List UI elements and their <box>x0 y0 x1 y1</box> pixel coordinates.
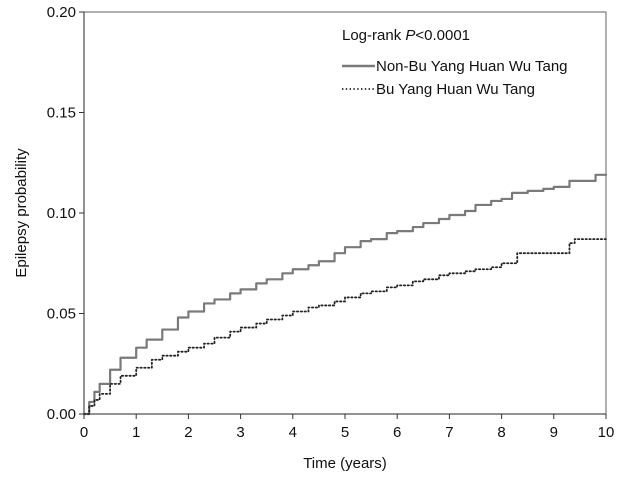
y-tick-label: 0.05 <box>47 306 76 323</box>
x-tick-label: 5 <box>341 424 349 441</box>
x-tick-label: 1 <box>132 424 140 441</box>
x-tick-label: 0 <box>80 424 88 441</box>
legend-label-non-bu-yang-huan-wu-tang: Non-Bu Yang Huan Wu Tang <box>376 58 568 75</box>
y-tick-label: 0.00 <box>47 406 76 423</box>
x-tick-label: 10 <box>598 424 615 441</box>
logrank-prefix: Log-rank <box>342 27 405 44</box>
x-tick-label: 7 <box>445 424 453 441</box>
logrank-suffix: <0.0001 <box>415 27 470 44</box>
x-axis-title: Time (years) <box>303 455 387 472</box>
legend-block: Log-rank P<0.0001 Non-Bu Yang Huan Wu Ta… <box>342 27 568 98</box>
x-tick-label: 9 <box>550 424 558 441</box>
series-line-bu-yang-huan-wu-tang <box>83 238 607 415</box>
y-ticks-group: 0.00 0.05 0.10 0.15 0.20 <box>47 4 84 423</box>
y-tick-label: 0.15 <box>47 105 76 122</box>
x-tick-label: 3 <box>236 424 244 441</box>
logrank-annotation: Log-rank P<0.0001 <box>342 27 470 44</box>
series-lines-group <box>82 173 608 416</box>
x-tick-label: 2 <box>184 424 192 441</box>
x-tick-label: 6 <box>393 424 401 441</box>
x-tick-label: 4 <box>289 424 297 441</box>
x-ticks-group: 0 1 2 3 4 5 6 7 8 9 10 <box>80 414 615 441</box>
series-line-non-bu-yang-huan-wu-tang <box>82 173 608 416</box>
logrank-p-label: P <box>405 27 415 44</box>
y-tick-label: 0.20 <box>47 4 76 21</box>
y-axis-title: Epilepsy probability <box>13 148 30 278</box>
legend-label-bu-yang-huan-wu-tang: Bu Yang Huan Wu Tang <box>376 81 535 98</box>
x-tick-label: 8 <box>497 424 505 441</box>
y-tick-label: 0.10 <box>47 205 76 222</box>
